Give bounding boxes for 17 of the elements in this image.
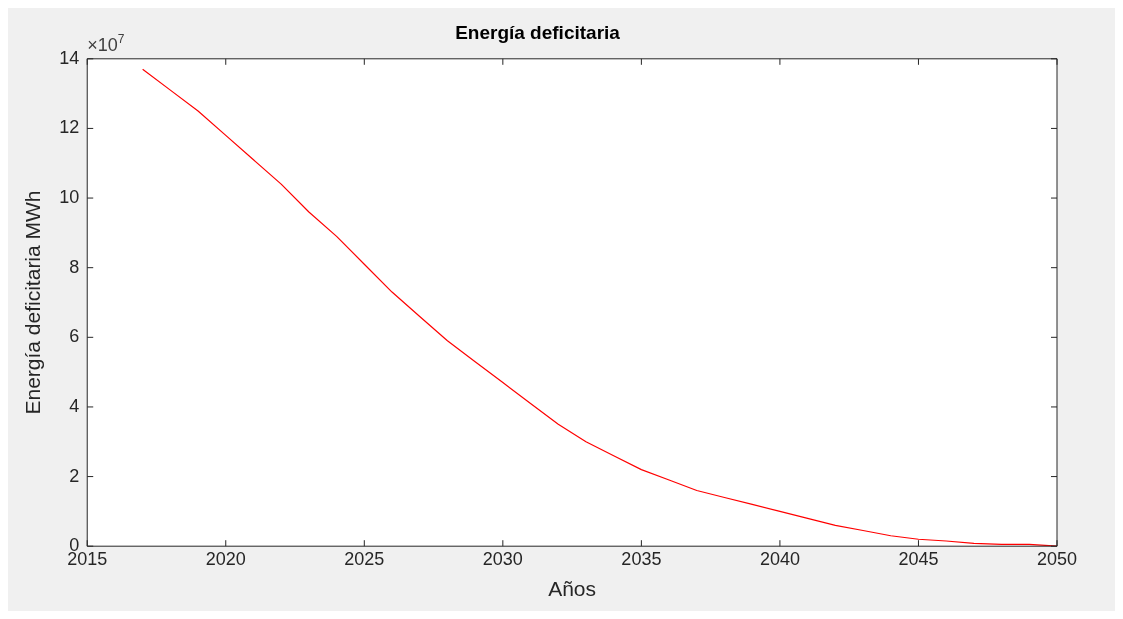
- x-tick-label: 2050: [1036, 548, 1078, 569]
- x-tick-label: 2040: [759, 548, 800, 569]
- y-tick-label: 2: [69, 465, 80, 486]
- y-axis-title: Energía deficitaria MWh: [21, 190, 45, 415]
- y-tick-label: 6: [69, 326, 80, 347]
- y-tick-label: 12: [59, 117, 80, 138]
- y-tick-label: 10: [59, 187, 80, 208]
- x-tick-label: 2030: [482, 548, 523, 569]
- y-tick-label: 14: [59, 47, 80, 68]
- y-tick-label: 8: [69, 256, 80, 277]
- x-tick-label: 2020: [205, 548, 246, 569]
- x-axis-title: Años: [548, 577, 597, 601]
- x-tick-label: 2045: [898, 548, 939, 569]
- x-tick-label: 2035: [621, 548, 662, 569]
- chart-title: Energía deficitaria: [455, 21, 621, 43]
- y-tick-label: 4: [69, 395, 80, 416]
- x-tick-label: 2025: [344, 548, 385, 569]
